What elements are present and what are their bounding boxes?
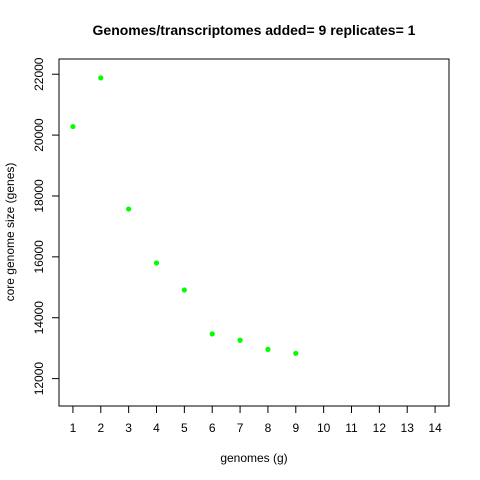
x-tick-label: 5 [181,421,188,435]
x-axis-label: genomes (g) [220,451,287,465]
data-point [181,287,187,293]
x-tick-label: 10 [317,421,331,435]
y-tick-label: 14000 [32,301,46,335]
x-tick-label: 9 [292,421,299,435]
data-point [293,350,299,356]
x-axis: 1 2 3 4 5 6 7 8 9 10 11 12 13 14 [70,405,442,435]
x-tick-label: 2 [97,421,104,435]
y-tick-label: 16000 [32,240,46,274]
data-point [265,346,271,352]
y-axis-label: core genome size (genes) [3,163,17,302]
x-tick-label: 4 [153,421,160,435]
x-tick-label: 1 [70,421,77,435]
y-tick-label: 12000 [32,362,46,396]
x-tick-label: 3 [125,421,132,435]
x-tick-label: 6 [209,421,216,435]
y-axis: 12000 14000 16000 18000 20000 22000 [32,57,60,396]
data-point [98,75,104,81]
data-point [153,260,160,266]
data-point [209,331,215,337]
y-tick-label: 22000 [32,57,46,91]
data-point [70,123,76,130]
y-tick-label: 20000 [32,118,46,152]
x-tick-label: 12 [373,421,387,435]
plot-frame [58,58,450,407]
data-points [70,75,299,356]
x-tick-label: 13 [401,421,415,435]
x-tick-label: 11 [345,421,358,435]
x-tick-label: 14 [428,421,442,435]
x-tick-label: 8 [265,421,272,435]
chart-title: Genomes/transcriptomes added= 9 replicat… [93,22,416,38]
data-point [237,337,243,343]
data-point [126,206,132,212]
x-tick-label: 7 [237,421,244,435]
y-tick-label: 18000 [32,179,46,213]
